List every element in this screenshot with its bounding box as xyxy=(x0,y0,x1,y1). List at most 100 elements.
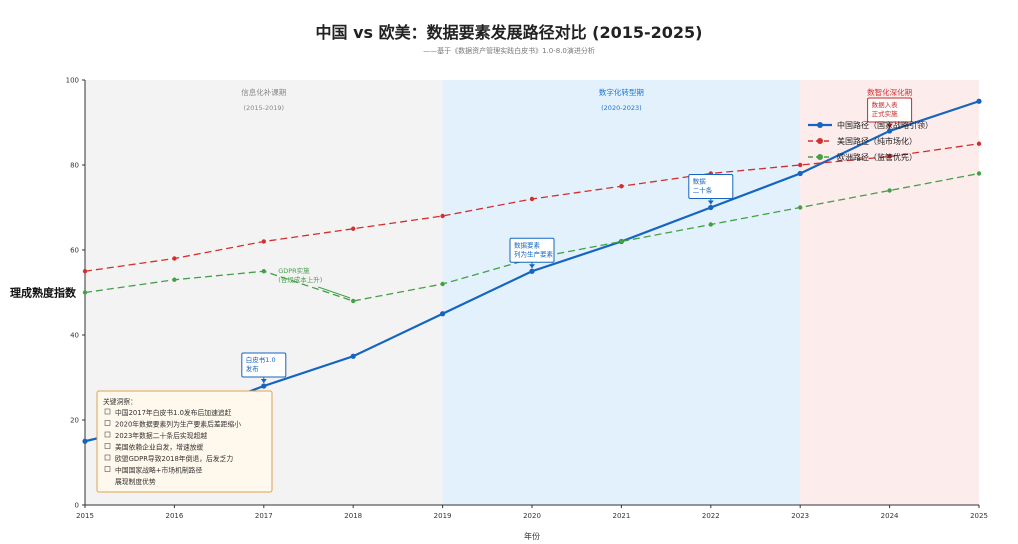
annotation-arrowhead xyxy=(707,200,714,205)
insight-bullet xyxy=(104,443,111,449)
legend: 中国路径（国家战略引领） 美国路径（纯市场化） 欧洲路径（监管优先） xyxy=(808,120,933,162)
data-point-china xyxy=(440,311,446,317)
insight-bullet xyxy=(104,408,111,415)
period-range: (2020-2023) xyxy=(601,104,642,112)
insight-item: 中国2017年白皮书1.0发布后加速追赶 xyxy=(115,408,232,417)
insight-box: 关键洞察： 中国2017年白皮书1.0发布后加速追赶 2020年数据要素列为生产要素… xyxy=(96,390,273,493)
data-point-us xyxy=(261,239,266,244)
data-point-eu xyxy=(82,290,88,295)
legend-label-us: 美国路径（纯市场化） xyxy=(837,136,917,146)
insight-item: 展现制度优势 xyxy=(115,477,156,486)
data-point-us xyxy=(798,162,803,168)
data-point-eu xyxy=(261,269,266,274)
period-band xyxy=(800,80,979,505)
period-range: (2015-2019) xyxy=(244,104,285,112)
insight-item: 中国国家战略+市场机制路径 xyxy=(115,466,202,475)
series-line-eu xyxy=(84,172,980,302)
data-point-eu xyxy=(172,277,177,282)
data-point-china xyxy=(350,353,356,359)
insight-item: 2023年数据二十条后实现超越 xyxy=(115,431,207,440)
period-backgrounds: 信息化补课期 (2015-2019) 数字化转型期 (2020-2023) 数智化深化期 xyxy=(85,80,979,505)
y-tick-label: 60 xyxy=(70,247,79,255)
annotation-text: 数据入表 xyxy=(872,100,899,109)
insight-bullet xyxy=(104,431,111,438)
y-tick-label: 0 xyxy=(75,502,79,510)
x-tick-label: 2023 xyxy=(791,512,809,520)
data-point-china xyxy=(976,98,982,104)
y-tick-label: 100 xyxy=(66,77,79,85)
data-point-us xyxy=(440,213,445,219)
annotation-text: 数据 xyxy=(693,177,707,186)
data-point-china xyxy=(82,438,88,444)
x-tick-label: 2022 xyxy=(702,512,720,520)
annotation-arrowhead xyxy=(529,264,535,269)
annotation-text: 发布 xyxy=(246,364,259,373)
data-point-us xyxy=(887,154,892,159)
insight-bullet xyxy=(104,466,111,472)
annotation-text: (合规成本上升) xyxy=(278,275,322,284)
data-point-eu xyxy=(798,205,803,210)
x-tick-label: 2021 xyxy=(612,512,630,520)
annotation-box xyxy=(688,174,734,199)
data-point-us xyxy=(529,196,535,202)
period-label: 信息化补课期 xyxy=(241,87,286,97)
data-point-eu xyxy=(440,281,445,287)
data-point-eu xyxy=(708,222,713,227)
x-tick-label: 2015 xyxy=(76,512,94,520)
legend-marker-eu xyxy=(817,154,823,160)
data-point-us xyxy=(82,269,88,274)
y-axis-label: 理成熟度指数 xyxy=(10,286,77,300)
chart-title: 中国 vs 欧美：数据要素发展路径对比 (2015-2025) xyxy=(316,23,703,42)
period-band xyxy=(442,80,801,505)
x-axis-label: 年份 xyxy=(524,531,540,541)
data-point-us xyxy=(619,184,624,189)
insight-bullet xyxy=(104,454,111,461)
y-tick-label: 20 xyxy=(70,417,79,425)
legend-label-china: 中国路径（国家战略引领） xyxy=(837,120,933,130)
legend-label-eu: 欧洲路径（监管优先） xyxy=(837,152,917,162)
annotation-text: 二十条 xyxy=(693,186,713,195)
annotation-box xyxy=(867,97,913,123)
annotation-box xyxy=(509,237,555,263)
insight-bullet xyxy=(104,420,111,426)
y-tick-label: 40 xyxy=(70,332,79,340)
insight-item: 欧盟GDPR导致2018年倒退，后发乏力 xyxy=(115,454,233,463)
data-point-china xyxy=(708,204,714,211)
annotation-arrow xyxy=(318,286,351,299)
data-point-us xyxy=(172,256,177,261)
data-point-china xyxy=(529,268,535,274)
annotation-box xyxy=(241,352,287,378)
annotation-text: GDPR实施 xyxy=(278,266,310,275)
data-point-china xyxy=(797,170,803,177)
period-label: 数智化深化期 xyxy=(867,87,912,97)
annotation-text: 数据要素 xyxy=(514,240,541,249)
data-point-china xyxy=(261,383,267,389)
insight-item: 2020年数据要素列为生产要素后差距缩小 xyxy=(115,420,241,429)
insight-title: 关键洞察： xyxy=(103,397,137,406)
period-label: 数字化转型期 xyxy=(599,87,644,97)
chart-subtitle: ——基于《数据资产管理实践白皮书》1.0-8.0演进分析 xyxy=(423,46,595,55)
data-point-eu xyxy=(976,171,982,176)
data-point-china xyxy=(887,128,893,134)
data-point-eu xyxy=(619,239,624,244)
x-tick-label: 2024 xyxy=(881,512,899,520)
x-tick-label: 2016 xyxy=(165,512,183,520)
annotation-text: 列为生产要素 xyxy=(514,249,554,258)
annotation-arrowhead xyxy=(260,379,267,383)
data-point-us xyxy=(351,226,356,231)
insight-item: 美国依赖企业自发，增速放缓 xyxy=(115,443,204,452)
x-tick-label: 2017 xyxy=(255,512,273,520)
annotation-text: 白皮书1.0 xyxy=(246,355,276,364)
y-tick-label: 80 xyxy=(70,162,79,170)
data-point-eu xyxy=(351,298,356,304)
data-point-eu xyxy=(887,188,892,193)
legend-marker-china xyxy=(817,122,823,128)
x-tick-label: 2018 xyxy=(344,512,362,520)
insight-panel xyxy=(96,390,273,493)
annotation-arrowhead xyxy=(886,124,893,128)
x-tick-label: 2025 xyxy=(970,512,988,520)
annotation-text: 正式实施 xyxy=(872,109,899,118)
x-tick-label: 2019 xyxy=(434,512,452,520)
